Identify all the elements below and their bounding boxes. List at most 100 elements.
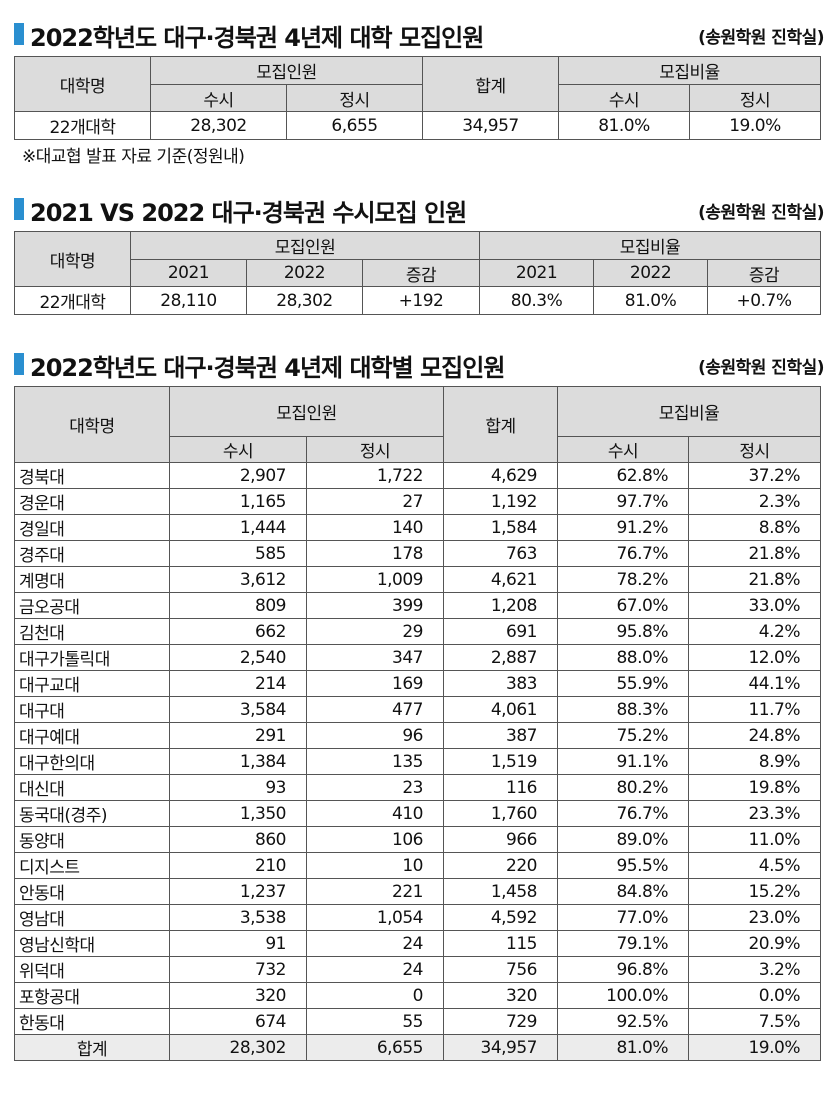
header-ratio: 모집비율 [479, 231, 822, 260]
cell-name: 경주대 [14, 540, 170, 567]
cell-name: 대구가톨릭대 [14, 644, 170, 671]
cell-name: 22개대학 [14, 111, 151, 140]
cell-ratio-susi: 75.2% [557, 722, 689, 749]
cell-name: 대구대 [14, 696, 170, 723]
cell-jeongsi: 169 [306, 670, 444, 697]
cell-name: 계명대 [14, 566, 170, 593]
cell-jeongsi: 1,054 [306, 904, 444, 931]
table-row: 금오공대 809 399 1,208 67.0% 33.0% [14, 592, 821, 619]
cell-ratio-susi: 80.2% [557, 774, 689, 801]
cell-ratio-jeongsi: 11.7% [688, 696, 821, 723]
header-2021: 2021 [130, 259, 247, 287]
title-marker-icon [14, 23, 24, 45]
total-row: 합계 28,302 6,655 34,957 81.0% 19.0% [14, 1034, 821, 1061]
table-row: 22개대학 28,110 28,302 +192 80.3% 81.0% +0.… [14, 286, 822, 315]
section-3: 2022학년도 대구·경북권 4년제 대학별 모집인원 (송원학원 진학실) 대… [0, 348, 832, 1061]
header-susi: 수시 [150, 84, 287, 112]
cell-name: 경운대 [14, 488, 170, 515]
cell-jeongsi: 135 [306, 748, 444, 775]
cell-ratio-jeongsi: 19.0% [689, 111, 821, 140]
header-ratio: 모집비율 [558, 56, 821, 85]
cell-ratio-susi: 76.7% [557, 540, 689, 567]
total-cell-name: 합계 [14, 1034, 170, 1061]
cell-jeongsi: 55 [306, 1008, 444, 1035]
cell-jeongsi: 477 [306, 696, 444, 723]
table-row: 위덕대 732 24 756 96.8% 3.2% [14, 956, 821, 983]
table-row: 대구가톨릭대 2,540 347 2,887 88.0% 12.0% [14, 644, 821, 671]
cell-susi: 1,350 [169, 800, 307, 827]
cell-ratio-jeongsi: 21.8% [688, 540, 821, 567]
summary-table: 대학명 모집인원 합계 모집비율 수시 정시 수시 정시 22개대학 28,30… [14, 56, 821, 140]
cell-total: 1,458 [443, 878, 558, 905]
cell-susi: 2,907 [169, 462, 307, 489]
cell-jeongsi: 27 [306, 488, 444, 515]
header-total: 합계 [443, 386, 558, 463]
cell-susi: 662 [169, 618, 307, 645]
cell-susi: 809 [169, 592, 307, 619]
cell-ratio-susi: 79.1% [557, 930, 689, 957]
cell-jeongsi: 0 [306, 982, 444, 1009]
header-recruit: 모집인원 [169, 386, 444, 437]
cell-ratio-susi: 91.1% [557, 748, 689, 775]
cell-ratio-jeongsi: 8.8% [688, 514, 821, 541]
header-name: 대학명 [14, 386, 170, 463]
cell-name: 영남신학대 [14, 930, 170, 957]
header-jeongsi: 정시 [306, 436, 444, 463]
table-row: 동양대 860 106 966 89.0% 11.0% [14, 826, 821, 853]
cell-name: 디지스트 [14, 852, 170, 879]
cell-total: 756 [443, 956, 558, 983]
header-susi: 수시 [169, 436, 307, 463]
cell-ratio-susi: 95.5% [557, 852, 689, 879]
cell-ratio-jeongsi: 23.3% [688, 800, 821, 827]
cell-ratio-susi: 77.0% [557, 904, 689, 931]
cell-ratio-susi: 96.8% [557, 956, 689, 983]
cell-ratio-susi: 88.3% [557, 696, 689, 723]
cell-ratio-susi: 84.8% [557, 878, 689, 905]
cell-name: 대구예대 [14, 722, 170, 749]
cell-ratio-jeongsi: 19.8% [688, 774, 821, 801]
cell-name: 금오공대 [14, 592, 170, 619]
cell-name: 대구교대 [14, 670, 170, 697]
cell-total: 4,621 [443, 566, 558, 593]
table-row: 계명대 3,612 1,009 4,621 78.2% 21.8% [14, 566, 821, 593]
cell-ratio-jeongsi: 4.2% [688, 618, 821, 645]
cell-total: 729 [443, 1008, 558, 1035]
cell-ratio-jeongsi: 8.9% [688, 748, 821, 775]
cell-susi: 3,584 [169, 696, 307, 723]
table-row: 경일대 1,444 140 1,584 91.2% 8.8% [14, 514, 821, 541]
header-jeongsi: 정시 [286, 84, 423, 112]
table-row: 동국대(경주) 1,350 410 1,760 76.7% 23.3% [14, 800, 821, 827]
header-ratio-susi: 수시 [557, 436, 689, 463]
cell-ratio-jeongsi: 7.5% [688, 1008, 821, 1035]
cell-name: 경일대 [14, 514, 170, 541]
cell-jeongsi: 347 [306, 644, 444, 671]
cell-susi: 3,538 [169, 904, 307, 931]
cell-ratio-susi: 67.0% [557, 592, 689, 619]
total-cell-ratio-jeongsi: 19.0% [688, 1034, 821, 1061]
cell-ratio-jeongsi: 3.2% [688, 956, 821, 983]
table-row: 대구예대 291 96 387 75.2% 24.8% [14, 722, 821, 749]
total-cell-total: 34,957 [443, 1034, 558, 1061]
header-recruit: 모집인원 [129, 231, 481, 260]
cell-ratio-susi: 62.8% [557, 462, 689, 489]
cell-total: 320 [443, 982, 558, 1009]
cell-ratio-change: +0.7% [707, 286, 822, 315]
cell-total: 763 [443, 540, 558, 567]
cell-jeongsi: 178 [306, 540, 444, 567]
cell-ratio-jeongsi: 11.0% [688, 826, 821, 853]
section-3-source: (송원학원 진학실) [698, 358, 824, 378]
cell-jeongsi: 96 [306, 722, 444, 749]
cell-susi: 91 [169, 930, 307, 957]
table-row: 경주대 585 178 763 76.7% 21.8% [14, 540, 821, 567]
detail-table: 대학명 모집인원 합계 모집비율 수시 정시 수시 정시 경북대 2,907 1,7… [14, 386, 821, 1061]
cell-ratio-susi: 95.8% [557, 618, 689, 645]
detail-table-body: 경북대 2,907 1,722 4,629 62.8% 37.2% 경운대 1,165 27 1,… [14, 462, 821, 1061]
cell-jeongsi: 6,655 [286, 111, 423, 140]
cell-susi: 1,444 [169, 514, 307, 541]
cell-susi: 3,612 [169, 566, 307, 593]
cell-jeongsi: 23 [306, 774, 444, 801]
cell-name: 동국대(경주) [14, 800, 170, 827]
cell-name: 동양대 [14, 826, 170, 853]
source-note: ※대교협 발표 자료 기준(정원내) [22, 147, 245, 167]
cell-jeongsi: 140 [306, 514, 444, 541]
